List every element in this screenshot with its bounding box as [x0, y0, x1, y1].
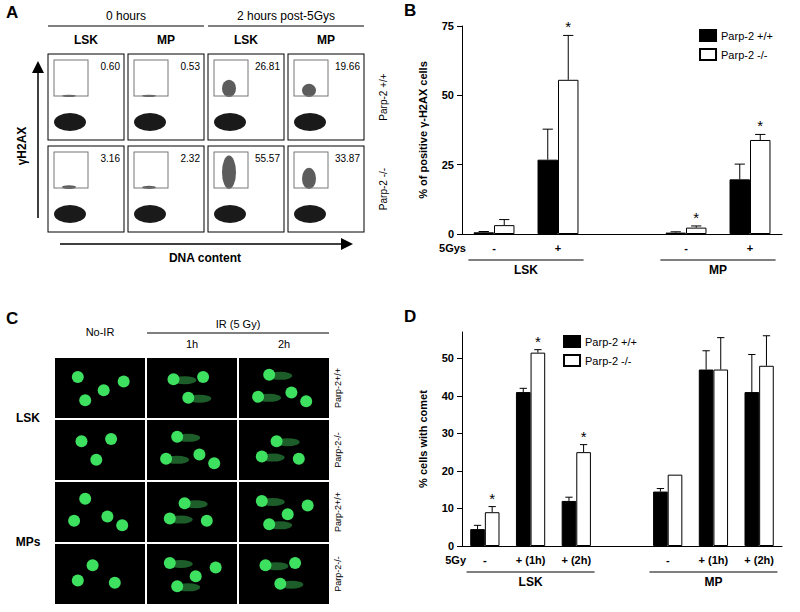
svg-text:+: +: [747, 242, 753, 254]
svg-text:MPs: MPs: [16, 535, 41, 549]
svg-text:+ (1h): + (1h): [699, 554, 729, 566]
svg-text:0 hours: 0 hours: [106, 9, 146, 23]
svg-text:Parp-2-/-: Parp-2-/-: [333, 556, 343, 592]
svg-text:26.81: 26.81: [255, 61, 280, 72]
svg-text:IR (5 Gy): IR (5 Gy): [216, 318, 261, 330]
svg-text:5Gys: 5Gys: [439, 242, 466, 254]
svg-text:*: *: [535, 333, 541, 350]
svg-text:D: D: [404, 307, 416, 326]
svg-text:LSK: LSK: [16, 411, 40, 425]
svg-text:MP: MP: [317, 33, 335, 47]
svg-text:A: A: [6, 3, 18, 22]
svg-text:Parp-2-/-: Parp-2-/-: [333, 432, 343, 468]
svg-text:75: 75: [442, 20, 454, 32]
svg-text:+ (2h): + (2h): [561, 554, 591, 566]
svg-text:0.53: 0.53: [181, 61, 201, 72]
svg-text:Parp-2+/+: Parp-2+/+: [333, 368, 343, 408]
svg-text:50: 50: [442, 352, 454, 364]
svg-text:γH2AX: γH2AX: [15, 127, 29, 166]
svg-text:40: 40: [442, 390, 454, 402]
svg-text:% of positive γ-H2AX cells: % of positive γ-H2AX cells: [417, 61, 429, 199]
svg-text:0: 0: [448, 228, 454, 240]
svg-text:B: B: [404, 1, 416, 20]
svg-text:No-IR: No-IR: [86, 326, 115, 338]
svg-text:25: 25: [442, 159, 454, 171]
svg-text:MP: MP: [709, 263, 727, 277]
svg-text:2.32: 2.32: [181, 153, 201, 164]
svg-text:+ (1h): + (1h): [516, 554, 546, 566]
svg-text:-: -: [684, 242, 688, 254]
svg-text:30: 30: [442, 427, 454, 439]
svg-text:MP: MP: [157, 33, 175, 47]
svg-text:0: 0: [448, 540, 454, 552]
svg-text:20: 20: [442, 465, 454, 477]
svg-text:Parp-2+/+: Parp-2+/+: [333, 492, 343, 532]
svg-text:10: 10: [442, 502, 454, 514]
svg-text:5Gy: 5Gy: [445, 554, 467, 566]
svg-text:LSK: LSK: [74, 33, 98, 47]
svg-text:Parp-2 +/+: Parp-2 +/+: [585, 336, 637, 348]
svg-text:*: *: [565, 18, 571, 35]
svg-text:Parp-2 -/-: Parp-2 -/-: [585, 355, 632, 367]
svg-text:*: *: [581, 428, 587, 445]
svg-text:3.16: 3.16: [101, 153, 121, 164]
svg-text:Parp-2 +/+: Parp-2 +/+: [721, 30, 773, 42]
svg-text:*: *: [489, 490, 495, 507]
svg-text:+ (2h): + (2h): [744, 554, 774, 566]
svg-text:% cells with comet: % cells with comet: [417, 390, 429, 488]
svg-text:1h: 1h: [186, 338, 198, 350]
svg-text:C: C: [6, 309, 18, 328]
svg-text:MP: MP: [704, 575, 722, 589]
svg-text:+: +: [555, 242, 561, 254]
svg-text:50: 50: [442, 89, 454, 101]
svg-text:2 hours post-5Gys: 2 hours post-5Gys: [237, 9, 335, 23]
svg-text:-: -: [492, 242, 496, 254]
svg-text:DNA content: DNA content: [169, 251, 241, 265]
svg-text:LSK: LSK: [519, 575, 543, 589]
svg-text:2h: 2h: [278, 338, 290, 350]
svg-text:0.60: 0.60: [101, 61, 121, 72]
svg-text:Parp-2 -/-: Parp-2 -/-: [721, 49, 768, 61]
svg-text:-: -: [483, 554, 487, 566]
svg-text:*: *: [693, 209, 699, 226]
svg-text:Parp-2 +/+: Parp-2 +/+: [378, 73, 389, 120]
svg-text:LSK: LSK: [234, 33, 258, 47]
svg-text:Parp-2 -/-: Parp-2 -/-: [378, 168, 389, 210]
svg-text:*: *: [757, 117, 763, 134]
svg-text:55.57: 55.57: [255, 153, 280, 164]
svg-text:19.66: 19.66: [335, 61, 360, 72]
svg-text:-: -: [666, 554, 670, 566]
svg-text:33.87: 33.87: [335, 153, 360, 164]
svg-text:LSK: LSK: [514, 263, 538, 277]
